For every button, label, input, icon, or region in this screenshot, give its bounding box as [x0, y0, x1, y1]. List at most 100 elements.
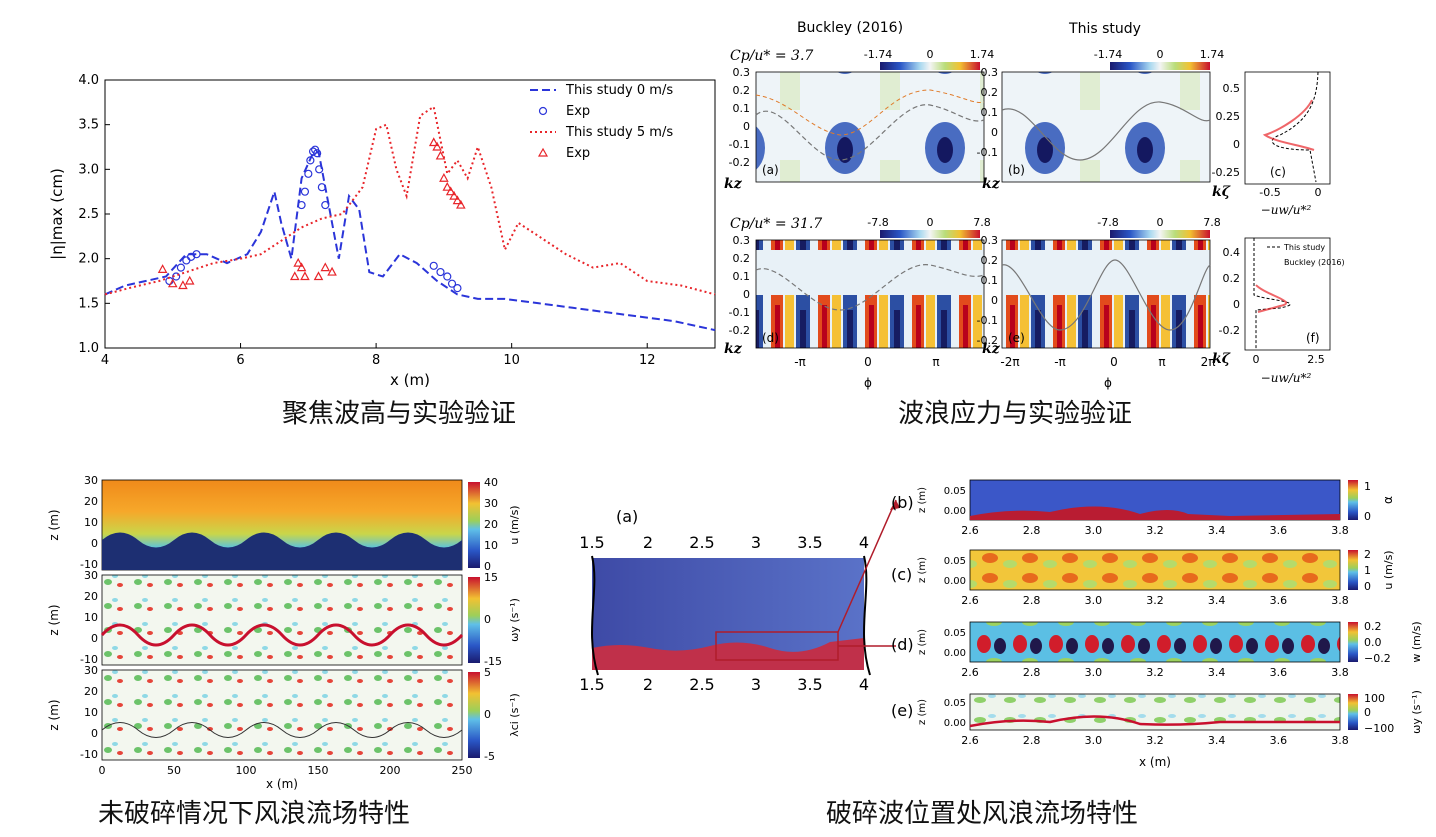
cbar-w-tick: −0.2: [1364, 652, 1391, 665]
y-tick-label: 3.5: [78, 118, 99, 133]
row1-profile-ytick: 0.25: [1216, 110, 1241, 123]
y-tick-label: 2.0: [78, 252, 99, 267]
cbar-u-tick: 20: [484, 518, 498, 531]
row1-profile-xtick: -0.5: [1259, 186, 1280, 199]
row2-profile-ylabel: kζ: [1212, 351, 1231, 367]
exp-point-circle: [176, 263, 186, 272]
cbar-w: [1348, 622, 1358, 662]
flow-panel-lambda: [101, 669, 463, 761]
exp-point-circle: [321, 200, 330, 210]
row1-ytick-b: 0: [991, 126, 998, 139]
exp-point-triangle: [456, 199, 466, 209]
ztick: 0.00: [944, 718, 966, 729]
row1-ytick-b: 0.3: [981, 66, 999, 79]
break-xtick: 3.4: [1208, 524, 1226, 537]
row2-ytick: 0.3: [733, 234, 751, 247]
phase-tick: π: [932, 355, 939, 369]
exp-point-triangle: [167, 278, 178, 288]
heading-this-study: This study: [1068, 21, 1141, 37]
break-xtick: 3.2: [1146, 524, 1164, 537]
ztick: 20: [84, 495, 98, 508]
row2-ytick: 0: [743, 288, 750, 301]
exp-point-triangle: [157, 264, 168, 273]
exp-point-triangle: [289, 271, 300, 281]
row2-ytick-e: 0.1: [981, 274, 999, 287]
ztick: 0.05: [944, 628, 966, 639]
ztick: -10: [80, 558, 98, 571]
cbar-omega-tick: 0: [484, 613, 491, 626]
row2-ytick-e: 0: [991, 294, 998, 307]
row2-ylabel-e: kz: [982, 341, 1001, 357]
cbar-lambda: [468, 672, 480, 758]
row2-cbar-right-tick-max: 7.8: [1203, 216, 1221, 229]
row2-ytick-e: 0.3: [981, 234, 999, 247]
label-d: (d): [891, 635, 914, 654]
break-xtick: 3.0: [1085, 594, 1103, 607]
ztick: -10: [80, 748, 98, 761]
xtick: 50: [167, 764, 181, 777]
cbar-u-tick: 40: [484, 476, 498, 489]
row2-profile-xtick: 0: [1253, 353, 1260, 366]
phase-tick: 2π: [1201, 355, 1216, 369]
exp-point-triangle: [178, 280, 188, 290]
ztick: 10: [84, 706, 98, 719]
row1-profile-ytick: 0.5: [1223, 82, 1241, 95]
panel-w: [969, 621, 1341, 663]
break-xtick: 3.6: [1270, 734, 1288, 747]
wave-height-svg: 4 6 8 10 12 1.0 1.5 2.0 2.5 3.0 3.5 4.0 x (m) |η|m…: [48, 73, 716, 389]
exp-point-circle: [447, 279, 457, 288]
row1-param: Cp/u* = 3.7: [730, 48, 813, 64]
cbar-w-tick: 0.2: [1364, 620, 1382, 633]
overview-tick: 2: [643, 533, 653, 552]
cbar-omega2-tick: −100: [1364, 722, 1394, 735]
row1-cbar-right-tick-mid: 0: [1157, 48, 1164, 61]
break-xtick: 2.8: [1023, 666, 1041, 679]
exp-point-circle: [313, 149, 322, 158]
panel-f: [1244, 237, 1331, 351]
row2-profile-ytick: 0.4: [1223, 246, 1241, 259]
y-tick-label: 1.0: [78, 341, 99, 356]
row1-cbar-left-tick-mid: 0: [927, 48, 934, 61]
row2-ytick-e: -0.1: [977, 314, 998, 327]
break-xtick: 3.8: [1331, 594, 1349, 607]
exp-point-triangle: [184, 275, 195, 285]
heading-buckley: Buckley (2016): [797, 20, 903, 36]
overview-tick: 4: [859, 533, 869, 552]
cbar-omega2-label: ωy (s⁻¹): [1410, 690, 1423, 734]
flow-panel-omega: [101, 574, 463, 666]
break-xtick: 2.8: [1023, 594, 1041, 607]
cbar-lambda-tick: 0: [484, 708, 491, 721]
cbar-u-label: u (m/s): [508, 505, 521, 544]
cbar-u2-tick: 2: [1364, 548, 1371, 561]
break-xtick: 2.8: [1023, 734, 1041, 747]
break-xtick: 2.6: [961, 734, 979, 747]
xtick: 250: [452, 764, 473, 777]
x-tick-label: 8: [372, 353, 380, 368]
label-b: (b): [1008, 163, 1025, 177]
cbar-u-tick: 10: [484, 539, 498, 552]
cbar-omega2-tick: 0: [1364, 706, 1371, 719]
ztick: 30: [84, 569, 98, 582]
y-tick-label: 2.5: [78, 207, 99, 222]
row1-profile-xlabel: −uw/u*²: [1261, 203, 1312, 217]
exp-point-circle: [317, 183, 326, 192]
zlabel: z (m): [47, 509, 61, 540]
cbar-alpha: [1348, 480, 1358, 520]
panel-c: [1244, 71, 1331, 185]
row1-cbar-right-tick-min: -1.74: [1094, 48, 1122, 61]
cbar-u-tick: 30: [484, 497, 498, 510]
label-b: (b): [891, 493, 914, 512]
row2-cbar-left-tick-max: 7.8: [973, 216, 991, 229]
phase-tick: 0: [1110, 355, 1118, 369]
row2-cbar-left: [880, 230, 980, 238]
cbar-u2-tick: 1: [1364, 564, 1371, 577]
overview-tick: 1.5: [580, 533, 605, 552]
break-xtick: 3.8: [1331, 666, 1349, 679]
row1-ytick-b: -0.1: [977, 146, 998, 159]
ztick: 20: [84, 590, 98, 603]
xtick: 200: [380, 764, 401, 777]
exp-point-triangle: [296, 262, 307, 272]
ztick: -10: [80, 653, 98, 666]
break-xtick: 2.8: [1023, 524, 1041, 537]
row2-cbar-left-tick-mid: 0: [927, 216, 934, 229]
